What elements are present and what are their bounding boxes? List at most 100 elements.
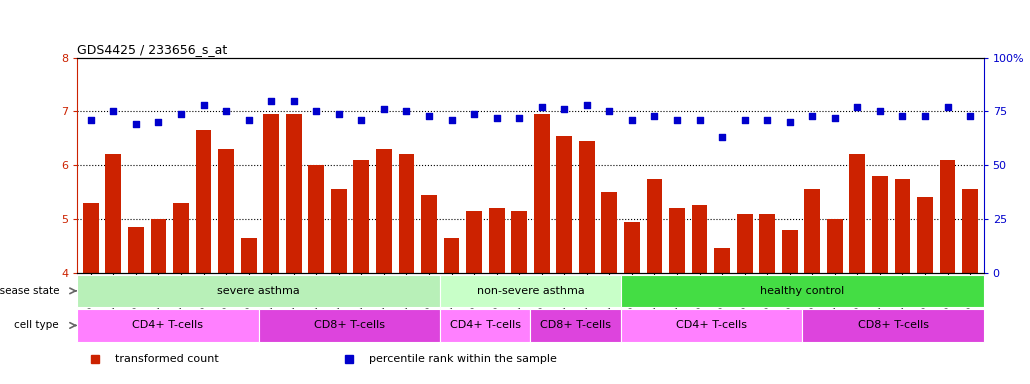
Bar xyxy=(670,208,685,273)
Point xyxy=(217,108,234,114)
Point xyxy=(917,113,933,119)
Point xyxy=(466,111,482,117)
Point xyxy=(714,134,730,140)
Text: CD4+ T-cells: CD4+ T-cells xyxy=(450,320,520,331)
Bar xyxy=(872,176,888,273)
Point xyxy=(962,113,978,119)
Bar xyxy=(624,222,640,273)
Bar xyxy=(692,205,708,273)
Point xyxy=(759,117,776,123)
Bar xyxy=(556,136,572,273)
Bar xyxy=(827,219,843,273)
Text: healthy control: healthy control xyxy=(760,286,845,296)
Point xyxy=(443,117,459,123)
Bar xyxy=(173,203,188,273)
Point xyxy=(263,98,279,104)
Point xyxy=(420,113,437,119)
Bar xyxy=(241,238,256,273)
Point xyxy=(871,108,888,114)
Point xyxy=(579,102,595,108)
Bar xyxy=(647,179,662,273)
Point xyxy=(376,106,392,112)
Point xyxy=(353,117,370,123)
Bar xyxy=(917,197,933,273)
Point xyxy=(534,104,550,110)
Bar xyxy=(489,208,505,273)
Point xyxy=(804,113,821,119)
Text: cell type: cell type xyxy=(14,320,59,331)
Text: GDS4425 / 233656_s_at: GDS4425 / 233656_s_at xyxy=(77,43,228,56)
Bar xyxy=(150,219,166,273)
Bar xyxy=(399,154,414,273)
Point xyxy=(285,98,302,104)
Bar xyxy=(621,275,984,307)
Bar xyxy=(962,189,978,273)
Bar xyxy=(602,192,617,273)
Point xyxy=(849,104,865,110)
Bar xyxy=(376,149,391,273)
Point xyxy=(308,108,324,114)
Bar xyxy=(850,154,865,273)
Bar xyxy=(421,195,437,273)
Text: CD4+ T-cells: CD4+ T-cells xyxy=(677,320,747,331)
Point xyxy=(782,119,798,125)
Text: percentile rank within the sample: percentile rank within the sample xyxy=(369,354,557,364)
Text: non-severe asthma: non-severe asthma xyxy=(477,286,584,296)
Bar xyxy=(939,160,956,273)
Bar xyxy=(82,203,99,273)
Point xyxy=(691,117,708,123)
Point xyxy=(827,115,844,121)
Bar xyxy=(804,189,820,273)
Bar xyxy=(308,165,324,273)
Text: CD8+ T-cells: CD8+ T-cells xyxy=(541,320,611,331)
Point xyxy=(556,106,573,112)
Point xyxy=(939,104,956,110)
Bar xyxy=(440,309,530,342)
Bar xyxy=(285,114,302,273)
Bar xyxy=(534,114,550,273)
Bar xyxy=(530,309,621,342)
Point xyxy=(511,115,527,121)
Point xyxy=(624,117,641,123)
Bar xyxy=(77,275,440,307)
Text: severe asthma: severe asthma xyxy=(217,286,300,296)
Bar xyxy=(895,179,911,273)
Bar xyxy=(259,309,440,342)
Point xyxy=(240,117,256,123)
Point xyxy=(105,108,122,114)
Bar xyxy=(782,230,797,273)
Point xyxy=(150,119,167,125)
Bar xyxy=(218,149,234,273)
Bar xyxy=(440,275,621,307)
Text: CD4+ T-cells: CD4+ T-cells xyxy=(133,320,203,331)
Bar xyxy=(736,214,753,273)
Point xyxy=(331,111,347,117)
Bar xyxy=(511,211,527,273)
Point xyxy=(488,115,505,121)
Text: disease state: disease state xyxy=(0,286,59,296)
Point xyxy=(894,113,911,119)
Point xyxy=(646,113,662,119)
Bar xyxy=(264,114,279,273)
Point xyxy=(736,117,753,123)
Bar xyxy=(353,160,369,273)
Point xyxy=(668,117,685,123)
Point xyxy=(602,108,618,114)
Bar xyxy=(467,211,482,273)
Bar xyxy=(128,227,144,273)
Bar xyxy=(105,154,122,273)
Bar xyxy=(77,309,259,342)
Point xyxy=(128,121,144,127)
Bar xyxy=(621,309,802,342)
Bar xyxy=(331,189,347,273)
Bar xyxy=(444,238,459,273)
Bar xyxy=(196,130,211,273)
Point xyxy=(196,102,212,108)
Text: CD8+ T-cells: CD8+ T-cells xyxy=(858,320,928,331)
Text: CD8+ T-cells: CD8+ T-cells xyxy=(314,320,384,331)
Bar xyxy=(579,141,594,273)
Bar xyxy=(759,214,776,273)
Point xyxy=(82,117,99,123)
Point xyxy=(399,108,415,114)
Text: transformed count: transformed count xyxy=(115,354,219,364)
